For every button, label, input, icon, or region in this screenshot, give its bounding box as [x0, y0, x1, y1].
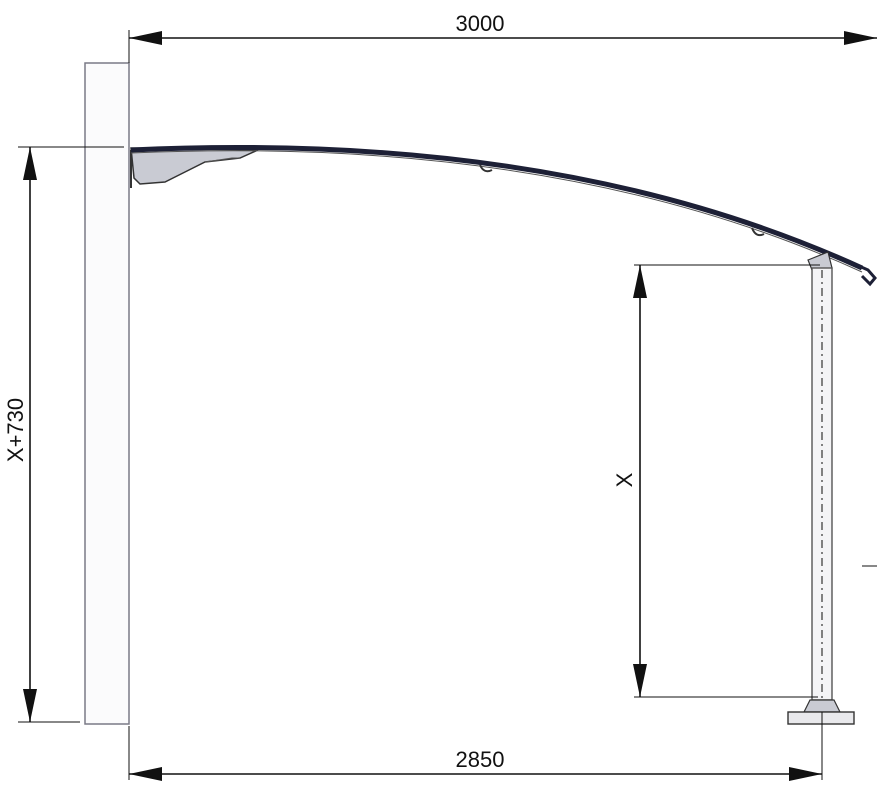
dimension-left-height: X+730 [3, 146, 124, 723]
support-post [787, 251, 855, 725]
post-base-plate [787, 711, 855, 725]
wall [84, 62, 130, 725]
dimension-bottom-width: 2850 [128, 712, 823, 781]
dimension-post-height: X [612, 264, 820, 698]
left-height-label: X+730 [3, 398, 28, 462]
bottom-width-label: 2850 [456, 747, 505, 772]
top-width-label: 3000 [456, 11, 505, 36]
canopy-roof [130, 145, 877, 287]
wall-bracket [130, 147, 259, 188]
post-height-label: X [612, 472, 637, 487]
dimension-top-width: 3000 [128, 11, 877, 63]
